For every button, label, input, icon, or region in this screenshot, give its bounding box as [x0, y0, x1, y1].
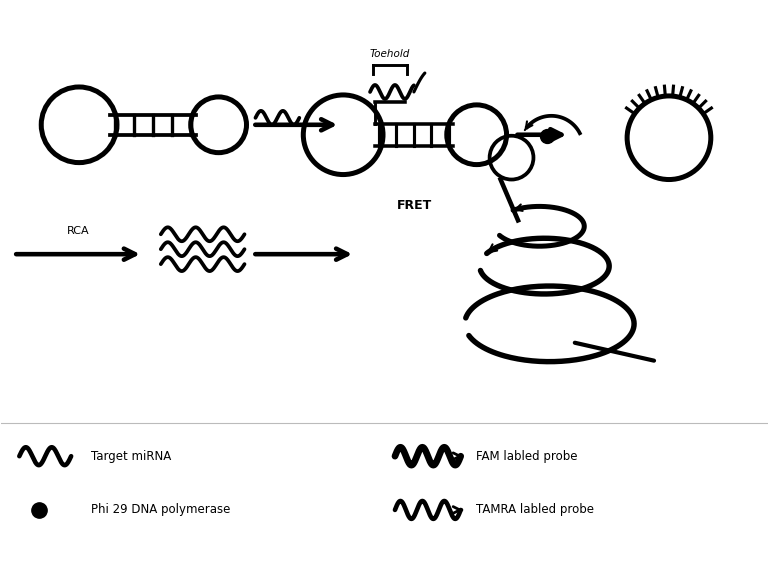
- Text: FAM labled probe: FAM labled probe: [476, 450, 578, 463]
- Text: Toehold: Toehold: [370, 49, 410, 59]
- Text: FRET: FRET: [398, 199, 432, 212]
- Text: RCA: RCA: [67, 226, 89, 236]
- Text: Phi 29 DNA polymerase: Phi 29 DNA polymerase: [91, 503, 231, 516]
- Text: TAMRA labled probe: TAMRA labled probe: [476, 503, 594, 516]
- Text: Target miRNA: Target miRNA: [91, 450, 171, 463]
